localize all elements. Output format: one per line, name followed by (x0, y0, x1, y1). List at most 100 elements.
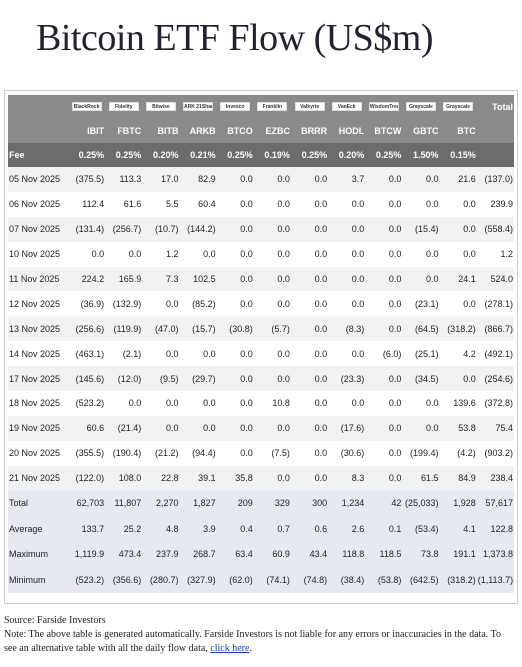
row-total-cell: (866.7) (476, 316, 514, 342)
row-total-cell: (278.1) (476, 291, 514, 317)
flow-cell: (34.5) (402, 366, 440, 392)
row-total-cell: (254.6) (476, 366, 514, 392)
column-header: IBIT (68, 119, 106, 143)
flow-cell: (190.4) (105, 440, 143, 466)
flow-cell: (36.9) (68, 291, 106, 317)
row-date: 14 Nov 2025 (8, 341, 68, 367)
flow-cell: 0.0 (328, 216, 366, 242)
flow-cell: (2.1) (105, 341, 143, 367)
issuer-logo: VanEck (331, 101, 362, 111)
flow-cell: 0.0 (365, 167, 403, 192)
flow-cell: 1.2 (142, 241, 180, 267)
flow-cell: 22.8 (142, 465, 180, 491)
flow-cell: 61.5 (402, 465, 440, 491)
flow-cell: 0.0 (290, 291, 329, 317)
flow-cell: 60.6 (68, 415, 106, 441)
flow-cell: (132.9) (105, 291, 143, 317)
flow-cell: (30.8) (216, 316, 254, 342)
issuer-logo: Grayscale (443, 101, 474, 111)
flow-cell: 0.0 (365, 440, 403, 466)
click-here-link[interactable]: click here (210, 643, 250, 654)
column-header: BTCO (216, 119, 254, 143)
fee-label: Fee (8, 143, 68, 167)
row-date: 19 Nov 2025 (8, 415, 68, 441)
note-end: . (249, 643, 252, 654)
table-row: 07 Nov 2025 (131.4) (256.7) (10.7) (144.2) 0.… (8, 216, 514, 242)
flow-cell: 0.0 (365, 366, 403, 392)
flow-cell: (6.0) (365, 341, 403, 367)
issuer-logo-cell: Franklin (253, 95, 291, 119)
summary-cell: 1,827 (179, 490, 217, 517)
fee-cell: 0.25% (216, 143, 254, 167)
flow-cell: 60.4 (179, 191, 217, 217)
flow-cell: (12.0) (105, 366, 143, 392)
row-total-cell: (137.0) (476, 167, 514, 192)
issuer-logo-cell: Bitwise (142, 95, 180, 119)
flow-cell: 0.0 (253, 415, 291, 441)
fee-cell: 0.25% (105, 143, 143, 167)
summary-label: Average (8, 516, 68, 542)
summary-cell: 0.7 (253, 516, 291, 542)
flow-cell: (23.3) (328, 366, 366, 392)
flow-cell: (47.0) (142, 316, 180, 342)
row-total-cell: (558.4) (476, 216, 514, 242)
summary-cell: 300 (290, 490, 329, 517)
summary-cell: (53.8) (365, 567, 403, 593)
summary-cell: 268.7 (179, 541, 217, 568)
summary-cell: 118.8 (328, 541, 366, 568)
flow-cell: 0.0 (216, 216, 254, 242)
summary-cell: 1,373.8 (476, 541, 514, 568)
row-total-cell: 1.2 (476, 241, 514, 267)
summary-cell: 0.4 (216, 516, 254, 542)
summary-cell: 2,270 (142, 490, 180, 517)
flow-cell: 7.3 (142, 266, 180, 292)
fee-cell: 0.25% (365, 143, 403, 167)
flow-cell: (85.2) (179, 291, 217, 317)
flow-cell: 0.0 (142, 391, 180, 416)
flow-cell: 0.0 (328, 291, 366, 317)
issuer-logo: BlackRock (71, 101, 102, 111)
flow-cell: 0.0 (328, 266, 366, 292)
summary-row: Total 62,703 11,807 2,270 1,827 209 329 300 1,23… (8, 490, 514, 517)
flow-cell: 0.0 (216, 341, 254, 367)
summary-cell: (1,113.7) (476, 567, 514, 593)
flow-cell: (9.5) (142, 366, 180, 392)
summary-cell: (53.4) (402, 516, 440, 542)
summary-cell: 237.9 (142, 541, 180, 568)
etf-flow-table: BlackRock Fidelity Bitwise ARK 21Shares Inve… (8, 95, 514, 593)
row-total-cell: (492.1) (476, 341, 514, 367)
flow-cell: (4.2) (439, 440, 477, 466)
summary-cell: 1,119.9 (68, 541, 106, 568)
summary-cell: 3.9 (179, 516, 217, 542)
summary-cell: (523.2) (68, 567, 106, 593)
summary-cell: (280.7) (142, 567, 180, 593)
fee-cell: 0.15% (439, 143, 477, 167)
issuer-logo-cell: Valkyrie (290, 95, 329, 119)
flow-cell: 0.0 (402, 391, 440, 416)
summary-cell: (642.5) (402, 567, 440, 593)
flow-cell: 84.9 (439, 465, 477, 491)
row-date: 07 Nov 2025 (8, 216, 68, 242)
fee-cell: 0.25% (68, 143, 106, 167)
table-row: 13 Nov 2025 (256.6) (119.9) (47.0) (15.7) (30… (8, 316, 514, 342)
fee-cell (476, 143, 514, 167)
flow-cell: (7.5) (253, 440, 291, 466)
flow-cell: 24.1 (439, 266, 477, 292)
issuer-logo: Valkyrie (294, 101, 325, 111)
flow-cell: 0.0 (216, 241, 254, 267)
summary-cell: 4.8 (142, 516, 180, 542)
table-row: 19 Nov 2025 60.6 (21.4) 0.0 0.0 0.0 0.0 0.0 (17.… (8, 415, 514, 441)
flow-cell: (256.6) (68, 316, 106, 342)
table-row: 05 Nov 2025 (375.5) 113.3 17.0 82.9 0.0 0.0 0.0… (8, 167, 514, 192)
logo-corner-cell (8, 95, 68, 119)
flow-cell: 3.7 (328, 167, 366, 192)
table-row: 06 Nov 2025 112.4 61.6 5.5 60.4 0.0 0.0 0.0 0.0 0… (8, 191, 514, 217)
flow-cell: 102.5 (179, 266, 217, 292)
flow-cell: 0.0 (439, 216, 477, 242)
ticker-header-row: IBIT FBTC BITB ARKB BTCO EZBC BRRR HODL BTCW GBTC… (8, 119, 514, 143)
flow-cell: 0.0 (179, 241, 217, 267)
flow-cell: 0.0 (290, 216, 329, 242)
flow-cell: (15.7) (179, 316, 217, 342)
summary-cell: 473.4 (105, 541, 143, 568)
flow-cell: (355.5) (68, 440, 106, 466)
